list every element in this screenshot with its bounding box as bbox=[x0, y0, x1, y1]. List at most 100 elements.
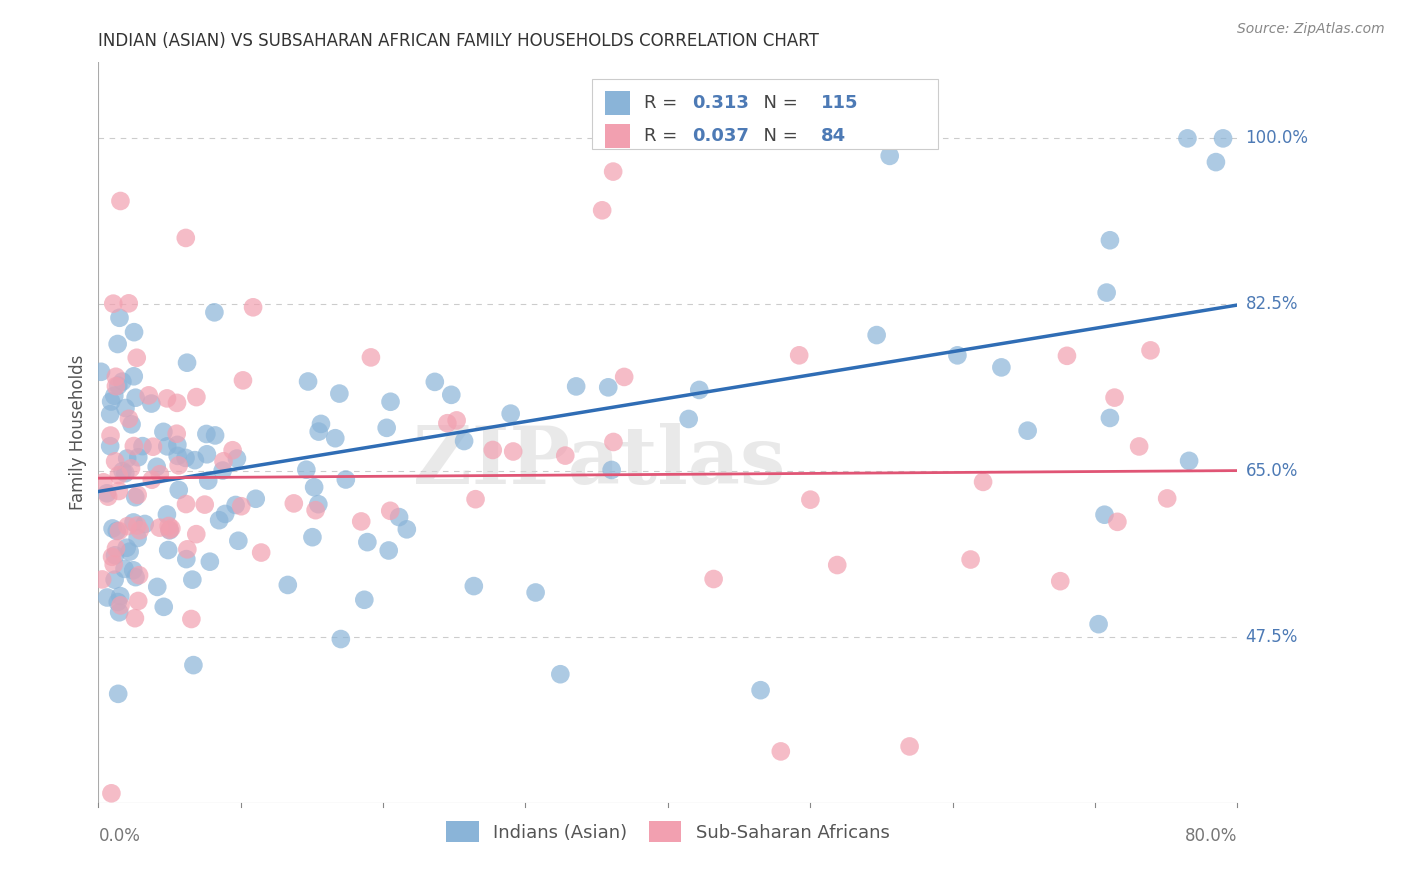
Point bbox=[108, 605, 131, 619]
Point bbox=[353, 592, 375, 607]
Point bbox=[598, 380, 620, 394]
Point bbox=[1128, 440, 1150, 454]
Point bbox=[120, 461, 142, 475]
Point bbox=[211, 463, 233, 477]
Point bbox=[167, 458, 190, 473]
Point bbox=[380, 504, 402, 518]
Point bbox=[176, 356, 198, 370]
Text: 80.0%: 80.0% bbox=[1185, 827, 1237, 845]
Point bbox=[328, 386, 350, 401]
Text: 115: 115 bbox=[821, 95, 858, 112]
Point bbox=[115, 451, 138, 466]
Point bbox=[127, 531, 149, 545]
Point bbox=[463, 579, 485, 593]
FancyBboxPatch shape bbox=[605, 124, 630, 147]
Point bbox=[678, 412, 700, 426]
Point bbox=[103, 558, 125, 572]
Point bbox=[565, 379, 588, 393]
Y-axis label: Family Households: Family Households bbox=[69, 355, 87, 510]
Point bbox=[156, 392, 179, 406]
Point bbox=[127, 450, 149, 465]
Point bbox=[101, 521, 124, 535]
Point bbox=[103, 389, 125, 403]
Point bbox=[145, 459, 167, 474]
Point bbox=[1098, 411, 1121, 425]
Point bbox=[600, 463, 623, 477]
Point bbox=[100, 394, 122, 409]
Point bbox=[125, 351, 148, 365]
Text: 84: 84 bbox=[821, 127, 845, 145]
Point bbox=[350, 515, 373, 529]
Point bbox=[769, 744, 792, 758]
Point bbox=[146, 580, 169, 594]
Point bbox=[221, 443, 243, 458]
Point bbox=[107, 337, 129, 351]
Point bbox=[98, 439, 121, 453]
Point bbox=[110, 599, 132, 613]
Point bbox=[156, 439, 179, 453]
Text: R =: R = bbox=[644, 127, 683, 145]
Point bbox=[121, 417, 143, 432]
Point bbox=[787, 348, 810, 362]
Point bbox=[141, 396, 163, 410]
Point bbox=[104, 573, 127, 587]
Point bbox=[228, 533, 250, 548]
Point bbox=[799, 492, 821, 507]
Point bbox=[453, 434, 475, 448]
Point bbox=[110, 194, 132, 208]
Point bbox=[502, 444, 524, 458]
Point bbox=[602, 164, 624, 178]
Point bbox=[184, 453, 207, 467]
Point bbox=[107, 595, 129, 609]
Point bbox=[101, 549, 124, 564]
Point bbox=[194, 498, 217, 512]
Point bbox=[114, 562, 136, 576]
Point bbox=[283, 496, 305, 510]
Point bbox=[104, 379, 127, 393]
Point bbox=[107, 687, 129, 701]
Point bbox=[591, 203, 613, 218]
Text: 0.313: 0.313 bbox=[692, 95, 748, 112]
Point bbox=[124, 490, 146, 504]
Point bbox=[1177, 131, 1199, 145]
Point bbox=[166, 449, 188, 463]
Point bbox=[152, 425, 174, 439]
Point bbox=[149, 467, 172, 482]
Point bbox=[1017, 424, 1039, 438]
Point bbox=[159, 523, 181, 537]
Point bbox=[128, 523, 150, 537]
Point bbox=[245, 491, 267, 506]
Point bbox=[166, 426, 188, 441]
Point bbox=[93, 475, 115, 490]
Point bbox=[122, 325, 145, 339]
Point bbox=[1178, 454, 1201, 468]
Point bbox=[1095, 285, 1118, 300]
Point bbox=[202, 305, 225, 319]
Point bbox=[959, 552, 981, 566]
Point bbox=[481, 442, 503, 457]
Point bbox=[1087, 617, 1109, 632]
Text: 0.037: 0.037 bbox=[692, 127, 748, 145]
Point bbox=[613, 370, 636, 384]
Point bbox=[464, 492, 486, 507]
Point bbox=[1094, 508, 1116, 522]
Point bbox=[304, 503, 326, 517]
Point bbox=[118, 296, 141, 310]
Point bbox=[423, 375, 446, 389]
Point bbox=[110, 589, 132, 603]
Point bbox=[225, 498, 247, 512]
Point bbox=[436, 416, 458, 430]
Point bbox=[825, 558, 848, 572]
Point bbox=[186, 390, 208, 404]
Point bbox=[124, 391, 146, 405]
Point bbox=[1212, 131, 1234, 145]
Point bbox=[309, 417, 332, 431]
Point bbox=[1056, 349, 1078, 363]
Point bbox=[499, 407, 522, 421]
Point bbox=[380, 394, 402, 409]
Point bbox=[174, 231, 197, 245]
Point bbox=[1139, 343, 1161, 358]
Point bbox=[197, 474, 219, 488]
Point bbox=[159, 524, 181, 538]
Point bbox=[114, 401, 136, 415]
